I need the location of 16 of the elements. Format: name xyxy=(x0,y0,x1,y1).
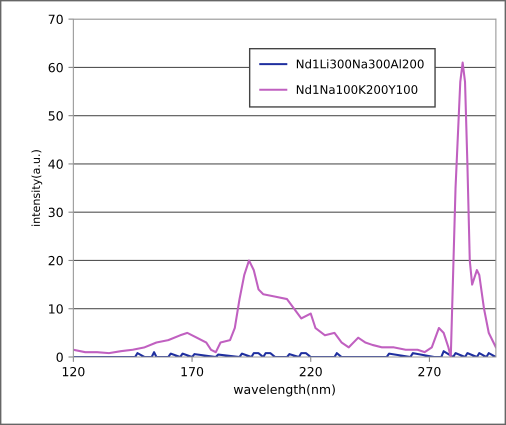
y-tick-label: 50 xyxy=(48,111,63,121)
y-tick-label: 30 xyxy=(48,208,63,218)
x-tick-label: 170 xyxy=(181,366,204,376)
y-tick-label: 70 xyxy=(48,14,63,24)
x-axis-title: wavelength(nm) xyxy=(234,384,335,396)
y-tick-label: 10 xyxy=(49,304,63,314)
y-axis-title: intensity(a.u.) xyxy=(31,150,42,226)
x-tick-label: 220 xyxy=(300,366,322,376)
x-tick-label: 120 xyxy=(62,366,84,376)
y-tick-label: 0 xyxy=(56,352,63,362)
y-tick-label: 60 xyxy=(48,62,63,72)
legend-label: Nd1Li300Na300Al200 xyxy=(296,59,424,68)
y-tick-label: 20 xyxy=(48,256,63,266)
y-tick-label: 40 xyxy=(48,159,63,169)
legend-label: Nd1Na100K200Y100 xyxy=(296,84,418,94)
x-tick-label: 270 xyxy=(418,366,441,376)
